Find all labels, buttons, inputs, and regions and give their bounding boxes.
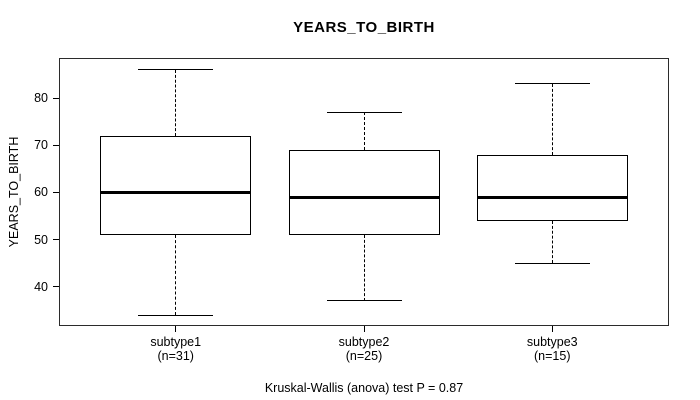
upper-whisker-line bbox=[175, 69, 177, 136]
chart-title: YEARS_TO_BIRTH bbox=[293, 19, 435, 36]
upper-whisker-cap bbox=[138, 69, 214, 71]
y-axis-tick-label: 70 bbox=[34, 138, 48, 153]
y-axis-tick bbox=[53, 191, 59, 193]
y-axis-tick bbox=[53, 97, 59, 99]
y-axis-tick bbox=[53, 239, 59, 241]
y-axis-tick bbox=[53, 286, 59, 288]
upper-whisker-cap bbox=[326, 111, 402, 113]
y-axis-tick-label: 80 bbox=[34, 91, 48, 106]
upper-whisker-line bbox=[363, 112, 365, 150]
x-category-name: subtype3 bbox=[526, 335, 578, 349]
median-line bbox=[101, 190, 251, 194]
upper-whisker-cap bbox=[514, 83, 590, 85]
x-category-label-subtype2: subtype2 (n=25) bbox=[294, 335, 434, 363]
iqr-box-subtype3 bbox=[476, 154, 628, 221]
lower-whisker-line bbox=[551, 220, 553, 264]
x-category-label-subtype1: subtype1 (n=31) bbox=[106, 335, 246, 363]
x-category-name: subtype1 bbox=[150, 335, 202, 349]
y-axis-tick-label: 40 bbox=[34, 279, 48, 294]
lower-whisker-cap bbox=[138, 314, 214, 316]
median-line bbox=[477, 195, 627, 199]
x-category-count: (n=31) bbox=[157, 349, 194, 363]
x-category-label-subtype3: subtype3 (n=15) bbox=[482, 335, 622, 363]
x-category-name: subtype2 bbox=[338, 335, 390, 349]
x-axis-tick bbox=[551, 326, 553, 332]
upper-whisker-line bbox=[551, 83, 553, 155]
stat-test-annotation: Kruskal-Wallis (anova) test P = 0.87 bbox=[264, 381, 464, 395]
x-category-count: (n=25) bbox=[345, 349, 383, 363]
lower-whisker-line bbox=[363, 234, 365, 301]
x-axis-tick bbox=[363, 326, 365, 332]
x-category-count: (n=15) bbox=[534, 349, 571, 363]
y-axis-tick bbox=[53, 144, 59, 146]
lower-whisker-line bbox=[175, 234, 177, 316]
y-axis-tick-label: 50 bbox=[34, 232, 48, 247]
median-line bbox=[289, 195, 439, 199]
iqr-box-subtype2 bbox=[288, 150, 440, 235]
x-axis-tick bbox=[175, 326, 177, 332]
lower-whisker-cap bbox=[326, 300, 402, 302]
iqr-box-subtype1 bbox=[100, 135, 252, 235]
lower-whisker-cap bbox=[514, 262, 590, 264]
y-axis-tick-label: 60 bbox=[34, 185, 48, 200]
